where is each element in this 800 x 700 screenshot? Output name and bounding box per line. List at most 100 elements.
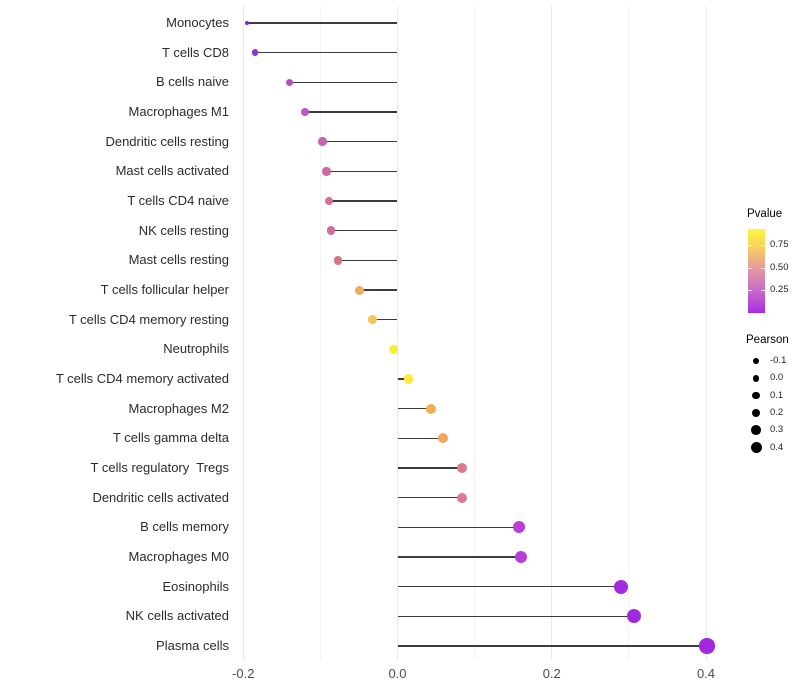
lollipop-dot (300, 108, 309, 116)
y-axis-label: Mast cells resting (128, 252, 229, 268)
lollipop-dot (244, 20, 250, 26)
size-legend-dot (751, 408, 761, 418)
lollipop-dot (326, 226, 336, 235)
lollipop-dot (614, 579, 629, 594)
lollipop-dot (285, 78, 294, 87)
lollipop-dot (368, 315, 378, 325)
lollipop-dot (333, 256, 343, 265)
size-legend-label: 0.4 (770, 441, 784, 453)
y-axis-label: T cells CD4 memory resting (68, 311, 229, 327)
colorbar-tick (761, 267, 765, 269)
y-axis-label: B cells memory (140, 519, 229, 535)
x-tick-label: 0.0 (388, 666, 407, 681)
lollipop-dot (512, 521, 525, 534)
y-axis-label: T cells CD4 memory activated (55, 371, 229, 386)
lollipop-dot (514, 551, 527, 563)
size-legend-label: 0.0 (770, 372, 784, 384)
y-axis-label: Neutrophils (163, 341, 229, 357)
y-axis-label: T cells regulatory Tregs (90, 460, 229, 475)
y-axis-label: Mast cells activated (115, 163, 229, 179)
y-axis-label: NK cells resting (138, 222, 229, 238)
colorbar-tick-label: 0.75 (770, 239, 789, 251)
size-legend-label: 0.1 (770, 389, 784, 401)
lollipop-stem (397, 378, 409, 380)
lollipop-stem (397, 407, 432, 410)
colorbar-tick (748, 290, 752, 292)
lollipop-stem (397, 526, 519, 529)
size-legend-dot (750, 442, 762, 453)
lollipop-dot (457, 492, 468, 503)
minor-gridline (628, 6, 630, 660)
lollipop-stem (359, 289, 398, 291)
lollipop-stem (397, 615, 635, 618)
lollipop-dot (438, 433, 448, 444)
lollipop-stem (247, 22, 398, 24)
y-axis-label: NK cells activated (125, 608, 229, 624)
lollipop-stem (326, 170, 398, 173)
lollipop-stem (397, 467, 463, 469)
colorbar-tick (761, 290, 765, 292)
lollipop-stem (397, 645, 707, 647)
y-axis-label: Plasma cells (156, 638, 229, 653)
pvalue-legend-title: Pvalue (747, 208, 783, 220)
lollipop-stem (372, 318, 398, 321)
colorbar-tick (748, 267, 752, 269)
y-axis-label: Eosinophils (162, 578, 230, 594)
y-axis-label: T cells CD8 (162, 44, 229, 60)
y-axis-label: T cells CD4 naive (127, 193, 229, 208)
lollipop-dot (355, 285, 365, 295)
y-axis-label: T cells gamma delta (112, 430, 229, 446)
size-legend-dot (753, 358, 759, 364)
minor-gridline (319, 6, 321, 660)
lollipop-stem (397, 437, 443, 440)
y-axis-label: Dendritic cells resting (105, 133, 229, 149)
lollipop-stem (254, 51, 398, 54)
lollipop-stem (331, 229, 398, 232)
y-axis-label: Monocytes (166, 15, 229, 30)
major-gridline (705, 6, 707, 660)
y-axis-label: Dendritic cells activated (92, 489, 229, 505)
lollipop-stem (289, 81, 398, 84)
lollipop-stem (397, 496, 463, 499)
major-gridline (551, 6, 553, 660)
y-axis-label: Macrophages M2 (128, 400, 229, 416)
major-gridline (242, 6, 244, 660)
x-tick-label: 0.4 (696, 666, 716, 681)
size-legend-dot (751, 425, 761, 436)
size-legend-label: 0.2 (770, 406, 784, 418)
y-axis-label: B cells naive (156, 74, 229, 90)
lollipop-dot (318, 137, 327, 146)
lollipop-stem (322, 140, 398, 143)
y-axis-label: T cells follicular helper (100, 282, 229, 297)
colorbar-tick-label: 0.50 (770, 261, 789, 273)
size-legend-dot (752, 374, 760, 382)
minor-gridline (474, 6, 476, 660)
lollipop-dot (457, 463, 468, 473)
lollipop-stem (397, 585, 622, 588)
lollipop-stem (304, 111, 398, 113)
pearson-legend-title: Pearson (746, 334, 789, 346)
y-axis-label: Macrophages M1 (128, 104, 229, 119)
lollipop-dot (426, 403, 437, 414)
size-legend-label: 0.3 (770, 424, 784, 436)
major-gridline (397, 6, 398, 660)
colorbar-tick-label: 0.25 (770, 284, 789, 296)
size-legend-label: -0.1 (770, 355, 787, 366)
lollipop-dot (322, 167, 331, 176)
colorbar-tick (761, 245, 765, 247)
colorbar-tick (748, 245, 752, 247)
x-tick-label: 0.2 (542, 666, 561, 681)
size-legend-dot (752, 391, 760, 400)
lollipop-dot (699, 638, 715, 654)
lollipop-dot (324, 196, 334, 206)
lollipop-stem (397, 556, 521, 558)
lollipop-dot (251, 49, 259, 56)
lollipop-dot (627, 609, 642, 624)
lollipop-dot (403, 374, 414, 384)
y-axis-label: Macrophages M0 (128, 549, 229, 564)
lollipop-stem (328, 200, 398, 202)
x-tick-label: -0.2 (232, 666, 255, 681)
lollipop-stem (338, 259, 398, 262)
lollipop-dot (388, 344, 399, 355)
